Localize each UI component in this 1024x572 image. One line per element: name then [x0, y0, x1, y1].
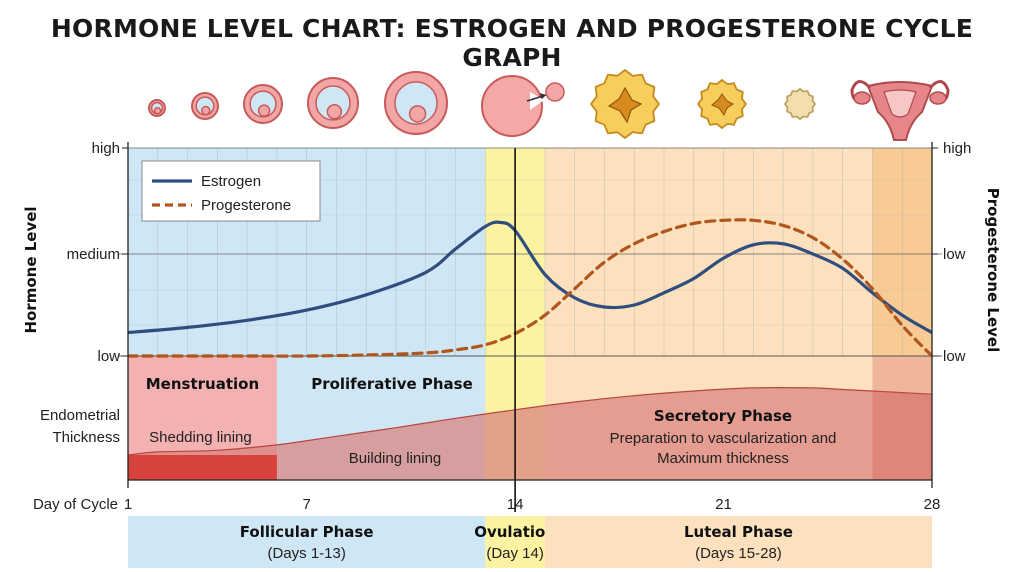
y-axis-title-left: Hormone Level [22, 206, 40, 333]
endometrium-layer [128, 356, 932, 480]
late-secretory-shade [872, 356, 932, 480]
endometrium-thickness-line [128, 387, 932, 456]
x-tick-label: 28 [924, 496, 941, 513]
endometrium-phase-desc-line: Maximum thickness [657, 450, 789, 467]
left-y-tick-label: high [92, 140, 120, 157]
endometrium-phase-name: Proliferative Phase [311, 375, 473, 393]
cycle-phase-name: Luteal Phase [684, 523, 793, 541]
endometrium-phase-desc: Shedding lining [149, 429, 252, 446]
ovulating-follicle-icon [481, 75, 565, 137]
endometrium-phase-desc-line: Shedding lining [149, 429, 252, 446]
follicle-icon [148, 99, 166, 117]
follicle-cavity [394, 81, 438, 125]
endometrium-phase-name: Secretory Phase [654, 407, 792, 425]
legend-label-progesterone: Progesterone [201, 197, 291, 214]
x-tick-label: 21 [715, 496, 732, 513]
corpus-luteum-core-small [711, 93, 734, 117]
follicle-oocyte [153, 107, 162, 115]
endometrium-phase-desc-line: Building lining [349, 450, 442, 467]
right-y-tick-label: low [943, 246, 966, 263]
left-y-tick-label: low [97, 348, 120, 365]
left-y-tick-label: medium [67, 246, 120, 263]
release-arrow-head [540, 93, 546, 99]
cycle-phase-3 [544, 516, 932, 568]
x-tick-label: 7 [302, 496, 310, 513]
endometrium-thickness-area [128, 387, 932, 480]
y-axis-title-right: Progesterone Level [984, 188, 1002, 352]
hormone-series [128, 218, 932, 358]
released-egg [545, 82, 565, 102]
cycle-phase-1 [128, 516, 486, 568]
x-tick-label: 14 [507, 496, 524, 513]
endometrial-label-line: Endometrial [40, 407, 120, 424]
cycle-phase-days: (Day 14) [486, 545, 544, 562]
endometrium-phase-desc: Preparation to vascularization and Maximu… [610, 430, 837, 467]
legend-box [141, 160, 321, 222]
right-y-tick-label: high [943, 140, 971, 157]
endometrium-phase-desc: Building lining [349, 450, 442, 467]
follicle-oocyte [326, 104, 343, 120]
follicle-oocyte [257, 104, 271, 117]
corpus-albicans-icon [784, 88, 816, 120]
follicle-icon [307, 77, 359, 129]
endometrial-label-line: Thickness [52, 429, 120, 446]
axes [122, 142, 938, 512]
ovary-right [929, 91, 947, 105]
cycle-phase-days: (Days 1-13) [267, 545, 345, 562]
cycle-phase-name: Follicular Phase [240, 523, 374, 541]
endometrium-phase-name: Menstruation [146, 375, 259, 393]
cycle-phase-name: Ovulation [474, 523, 556, 541]
stage-icons [148, 69, 950, 141]
legend: Estrogen Progesterone [141, 160, 321, 222]
corpus-luteum-core [607, 86, 643, 124]
estrogen-line [128, 220, 932, 335]
follicle-oocyte [201, 105, 211, 116]
uterus-cavity [883, 89, 917, 118]
cycle-phase-2 [485, 516, 545, 568]
shedding-block [128, 455, 277, 480]
rupture-gap [530, 92, 544, 110]
cycle-phase-days: (Days 15-28) [695, 545, 782, 562]
legend-label-estrogen: Estrogen [201, 173, 261, 190]
uterus-icon [850, 80, 950, 141]
endometrium-phase-desc-line: Preparation to vascularization and [610, 430, 837, 447]
chart-labels: low medium high low low high Hormone Level Prog… [22, 140, 1002, 513]
follicle-icon [384, 71, 448, 135]
follicle-oocyte [408, 105, 427, 123]
x-tick-label: 1 [124, 496, 132, 513]
follicle-icon [191, 92, 219, 120]
follicle-icon [243, 84, 283, 124]
endometrial-label: Endometrial Thickness [40, 407, 120, 446]
cycle-phase-bar: Follicular Phase (Days 1-13) Ovulation (Day… [128, 516, 932, 568]
right-y-tick-label: low [943, 348, 966, 365]
chart-title: HORMONE LEVEL CHART: ESTROGEN AND PROGES… [50, 14, 974, 72]
ovulating-follicle-body [481, 75, 543, 137]
x-axis-title: Day of Cycle [33, 496, 118, 513]
progesterone-line [128, 218, 932, 358]
ovary-left [853, 91, 871, 105]
